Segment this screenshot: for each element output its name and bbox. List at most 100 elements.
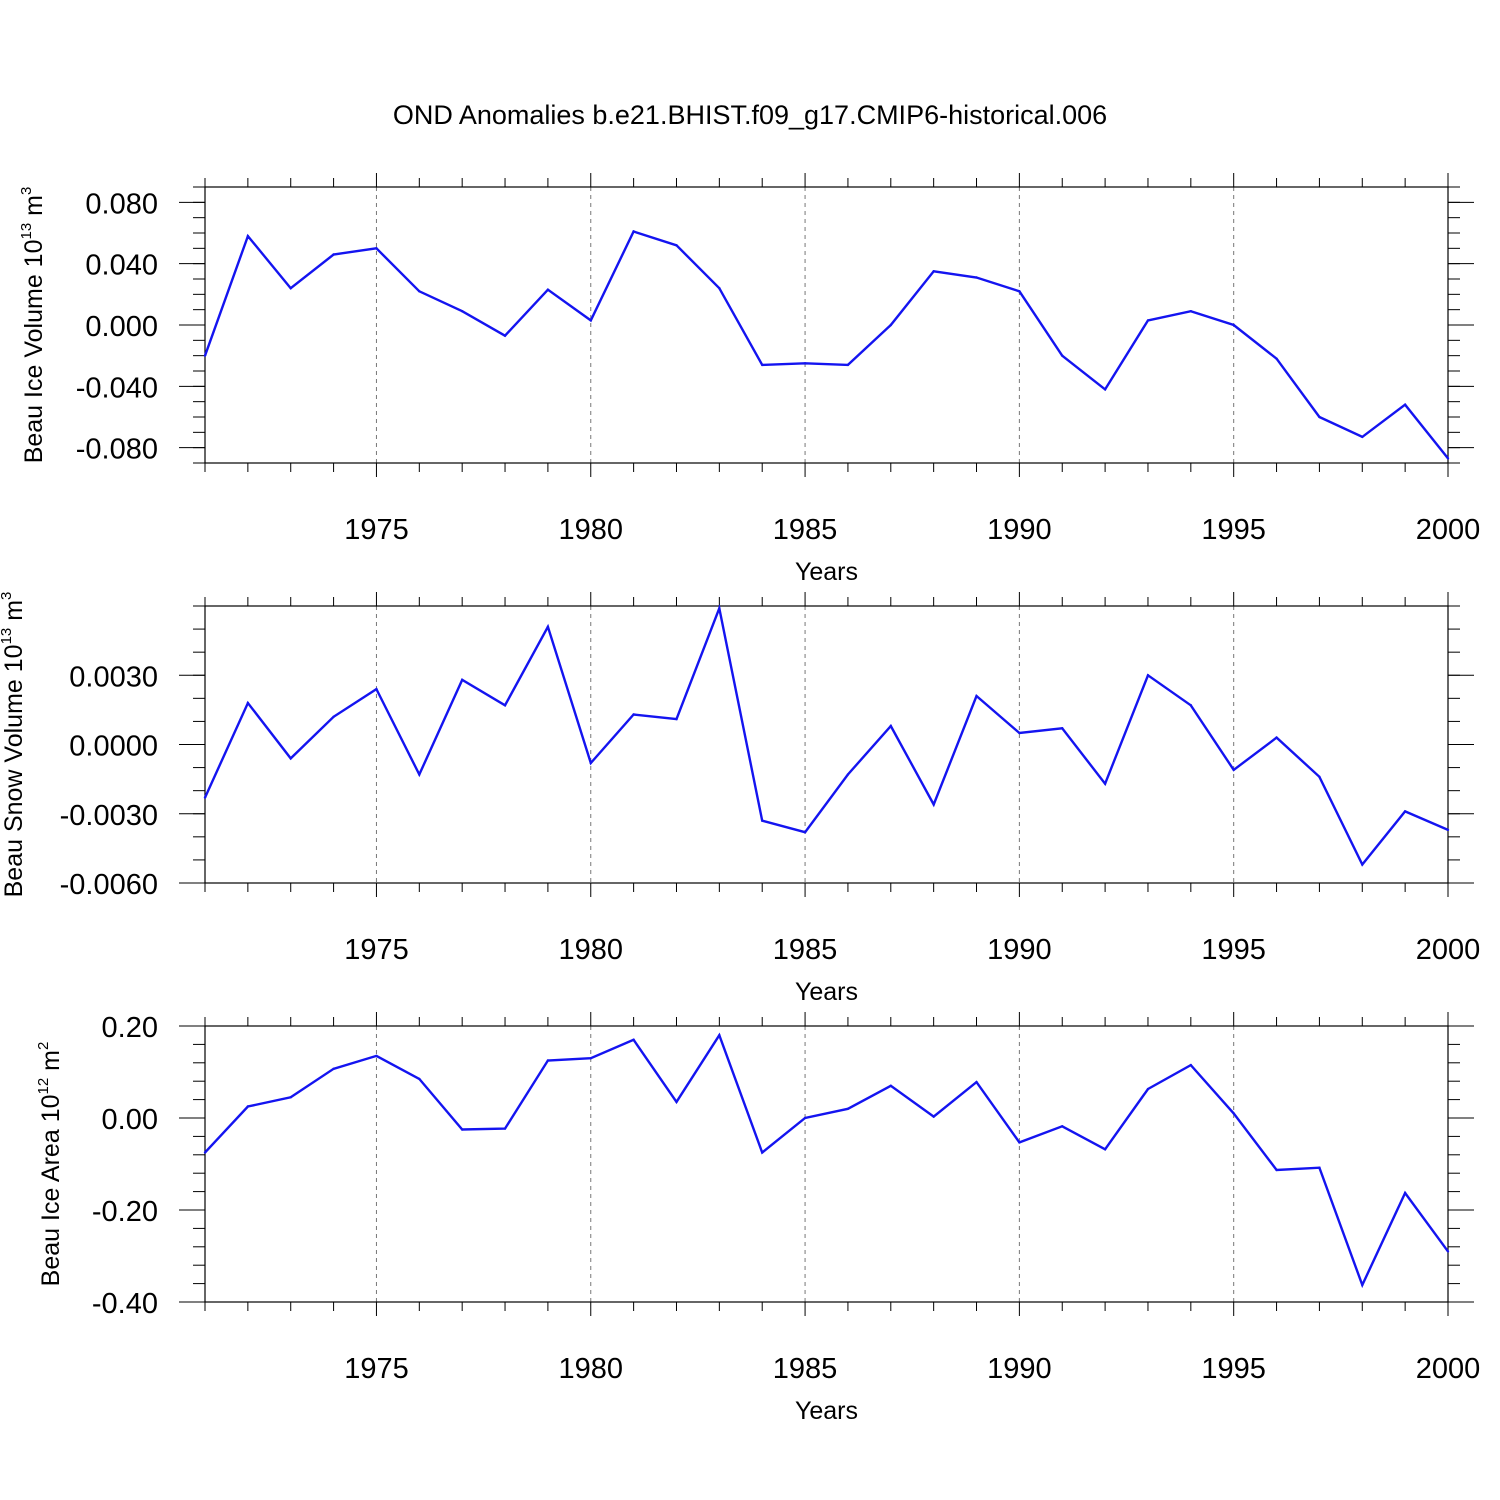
y-axis-title-part: Beau Ice Area 10	[37, 1095, 65, 1287]
data-point	[460, 678, 464, 682]
data-point	[203, 1151, 207, 1154]
data-point	[718, 607, 721, 610]
y-axis-title: Beau Ice Volume 1013 m3	[18, 187, 48, 464]
data-point	[632, 1038, 635, 1042]
data-point	[418, 290, 421, 293]
y-axis-title-superscript: 3	[18, 187, 35, 195]
x-tick-label: 1980	[559, 1353, 624, 1385]
series-line	[204, 1032, 1449, 1289]
data-point	[503, 1127, 507, 1130]
y-axis-title-superscript: 13	[18, 223, 35, 240]
y-axis-title-superscript: 3	[0, 592, 15, 600]
data-point	[975, 694, 978, 698]
data-point	[503, 704, 507, 707]
y-axis-title-part: Beau Ice Volume 10	[20, 240, 48, 464]
data-point	[1103, 1148, 1107, 1151]
data-point	[332, 253, 335, 256]
y-axis-title: Beau Ice Area 1012 m2	[35, 1042, 65, 1287]
data-point	[761, 819, 764, 822]
data-point	[203, 354, 207, 357]
data-point	[546, 625, 550, 628]
data-point	[203, 796, 207, 799]
data-point	[803, 1116, 807, 1120]
y-tick-label: -0.20	[92, 1196, 158, 1228]
y-tick-label: 0.080	[85, 188, 158, 220]
data-point	[1146, 674, 1150, 677]
y-tick-label: 0.040	[85, 250, 158, 282]
figure-title: OND Anomalies b.e21.BHIST.f09_g17.CMIP6-…	[393, 100, 1107, 130]
data-point	[803, 831, 807, 834]
data-point	[375, 1054, 378, 1058]
data-point	[246, 701, 250, 705]
data-point	[460, 1128, 464, 1131]
x-tick-label: 1995	[1201, 1353, 1266, 1385]
x-tick-label: 2000	[1416, 1353, 1481, 1385]
data-point	[718, 287, 721, 290]
y-axis-title-part: m	[20, 195, 48, 223]
panel-3: 1975 1980 1985 1990 1995 2000 -0.40 -0.20 0.00 0.…	[35, 1012, 1480, 1425]
data-point	[375, 247, 378, 250]
x-tick-label: 1995	[1201, 514, 1266, 546]
data-point	[1361, 435, 1364, 439]
y-tick-label: 0.000	[85, 311, 158, 343]
data-point	[1061, 1125, 1064, 1128]
data-point	[932, 803, 935, 806]
data-point	[1061, 727, 1064, 730]
data-point	[589, 1057, 592, 1060]
data-point	[1103, 388, 1107, 391]
data-point	[632, 230, 635, 233]
data-point	[675, 244, 678, 247]
data-point	[846, 363, 850, 367]
data-point	[932, 270, 935, 273]
y-tick-label: 0.0000	[69, 731, 158, 763]
x-tick-label: 1990	[987, 934, 1052, 966]
data-point	[460, 310, 464, 313]
y-tick-label: -0.0030	[60, 800, 158, 832]
data-point	[1103, 782, 1107, 785]
panel-1: 1975 1980 1985 1990 1995 2000 -0.080 -0.040 0.00…	[18, 173, 1480, 586]
panel-2: 1975 1980 1985 1990 1995 2000 -0.0060 -0.0030 0.…	[0, 592, 1480, 1006]
data-point	[1275, 1168, 1278, 1172]
y-tick-label: -0.40	[92, 1288, 158, 1320]
data-point	[1146, 319, 1150, 322]
y-axis-title-superscript: 12	[35, 1078, 52, 1095]
data-point	[846, 1107, 850, 1111]
data-point	[632, 713, 635, 716]
data-point	[1361, 863, 1364, 866]
x-tick-label: 1980	[559, 514, 624, 546]
data-point	[589, 761, 592, 765]
data-point	[332, 1067, 335, 1070]
data-point	[932, 1115, 935, 1118]
data-point	[1232, 323, 1235, 327]
data-point	[1189, 1063, 1193, 1067]
data-point	[1018, 290, 1021, 293]
y-tick-label: -0.040	[76, 372, 158, 404]
data-point	[846, 773, 850, 776]
data-point	[332, 715, 335, 718]
y-axis-title: Beau Snow Volume 1013 m3	[0, 592, 28, 898]
series-line	[203, 604, 1449, 867]
data-point	[1146, 1087, 1150, 1091]
data-point	[1275, 357, 1278, 360]
data-point	[289, 757, 292, 760]
data-point	[375, 687, 378, 691]
data-point	[546, 288, 550, 291]
data-point	[1189, 310, 1193, 313]
data-point	[975, 276, 978, 279]
data-points	[203, 230, 1450, 460]
data-point	[1318, 1166, 1321, 1169]
data-point	[1232, 1112, 1235, 1115]
data-points	[203, 1034, 1450, 1287]
data-point	[1018, 1141, 1021, 1144]
plot-frame	[204, 605, 1449, 884]
data-point	[289, 287, 292, 290]
x-tick-label: 2000	[1416, 934, 1481, 966]
x-tick-label: 1990	[987, 514, 1052, 546]
data-point	[889, 724, 892, 728]
data-point	[1018, 731, 1021, 735]
data-point	[975, 1080, 978, 1084]
y-axis-title-part: m	[37, 1050, 65, 1078]
x-tick-label: 1985	[773, 1353, 838, 1385]
x-tick-label: 1975	[344, 1353, 409, 1385]
chart-panels: 1975 1980 1985 1990 1995 2000 -0.080 -0.040 0.00…	[0, 173, 1480, 1425]
